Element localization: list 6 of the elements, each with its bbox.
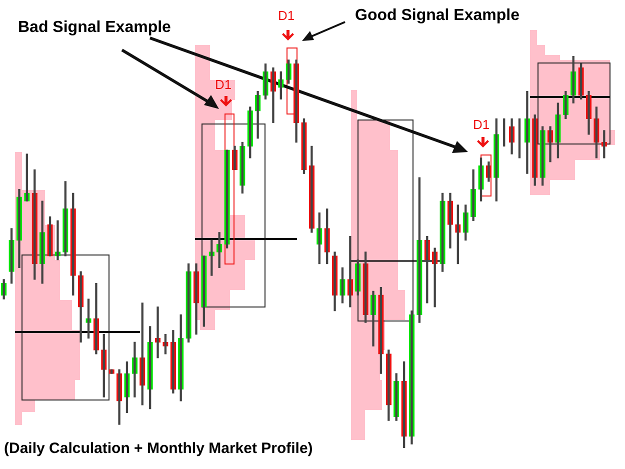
annotation: (Daily Calculation + Monthly Market Profile) <box>4 440 313 458</box>
annotation: D1 <box>473 117 490 132</box>
annotation: D1 <box>215 77 232 92</box>
text: Good Signal Example <box>355 7 520 25</box>
text: Bad Signal Example <box>18 19 171 37</box>
text: D1 <box>278 8 295 24</box>
